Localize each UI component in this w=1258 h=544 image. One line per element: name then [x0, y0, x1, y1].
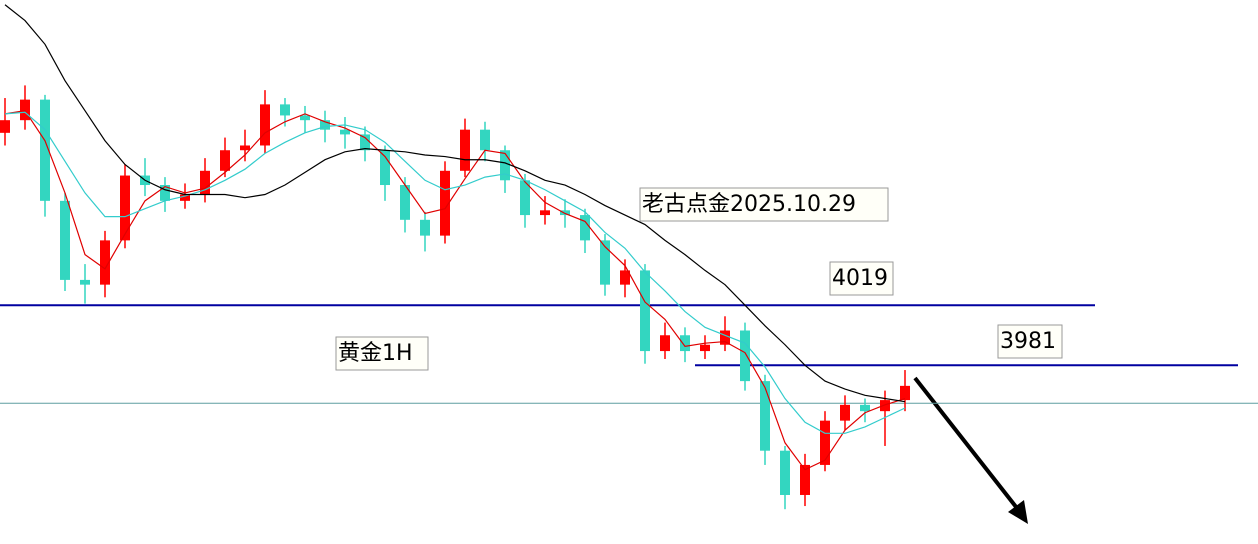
candle-body — [880, 400, 890, 412]
candle-body — [740, 330, 750, 382]
candle-body — [400, 185, 410, 220]
level-label: 4019 — [832, 266, 888, 291]
candle-body — [680, 335, 690, 352]
candle-body — [40, 99, 50, 201]
candle-body — [160, 185, 170, 201]
candle-body — [900, 385, 910, 401]
candle-body — [800, 464, 810, 495]
candle-body — [540, 210, 550, 216]
candle-body — [320, 120, 330, 130]
candle-body — [260, 104, 270, 146]
candle-body — [420, 219, 430, 236]
candle-body — [840, 404, 850, 421]
candle-body — [220, 150, 230, 171]
candle-body — [700, 344, 710, 352]
candle-body — [380, 150, 390, 186]
annotation-box — [639, 187, 889, 222]
arrow-shaft — [913, 376, 1022, 514]
candle-body — [180, 194, 190, 201]
moving-average — [4, 110, 906, 471]
candle-body — [80, 279, 90, 285]
candle-body — [460, 129, 470, 171]
candle-body — [340, 129, 350, 135]
candle-body — [640, 270, 650, 352]
annotation-box — [335, 336, 429, 371]
candle-body — [560, 210, 570, 216]
annotation: 黄金1H — [338, 341, 413, 366]
candle-body — [860, 404, 870, 412]
candle-body — [760, 381, 770, 451]
candle-body — [100, 240, 110, 285]
arrow-head — [1008, 500, 1028, 524]
candle-body — [720, 330, 730, 345]
candle-body — [580, 215, 590, 241]
candle-body — [520, 180, 530, 216]
level-label-box — [997, 324, 1063, 359]
candle-body — [500, 150, 510, 181]
moving-average — [4, 4, 906, 403]
candle-body — [780, 450, 790, 495]
candle-body — [240, 145, 250, 151]
candle-body — [820, 420, 830, 465]
level-label: 3981 — [1000, 329, 1056, 354]
candle-body — [120, 175, 130, 241]
candle-body — [20, 99, 30, 121]
moving-average — [4, 111, 906, 434]
candle-body — [200, 170, 210, 195]
candle-body — [600, 240, 610, 285]
candle-body — [60, 200, 70, 280]
candle-body — [360, 134, 370, 151]
candle-body — [440, 170, 450, 236]
candle-body — [620, 270, 630, 285]
candle-body — [0, 120, 10, 133]
layer: 老古点金2025.10.29 4019 3981 黄金1H — [0, 4, 1258, 510]
level-label-box — [829, 261, 894, 296]
candle-body — [300, 115, 310, 121]
candle-body — [280, 104, 290, 116]
candle-body — [660, 335, 670, 352]
annotation: 老古点金2025.10.29 — [642, 192, 856, 217]
candle-body — [480, 129, 490, 151]
